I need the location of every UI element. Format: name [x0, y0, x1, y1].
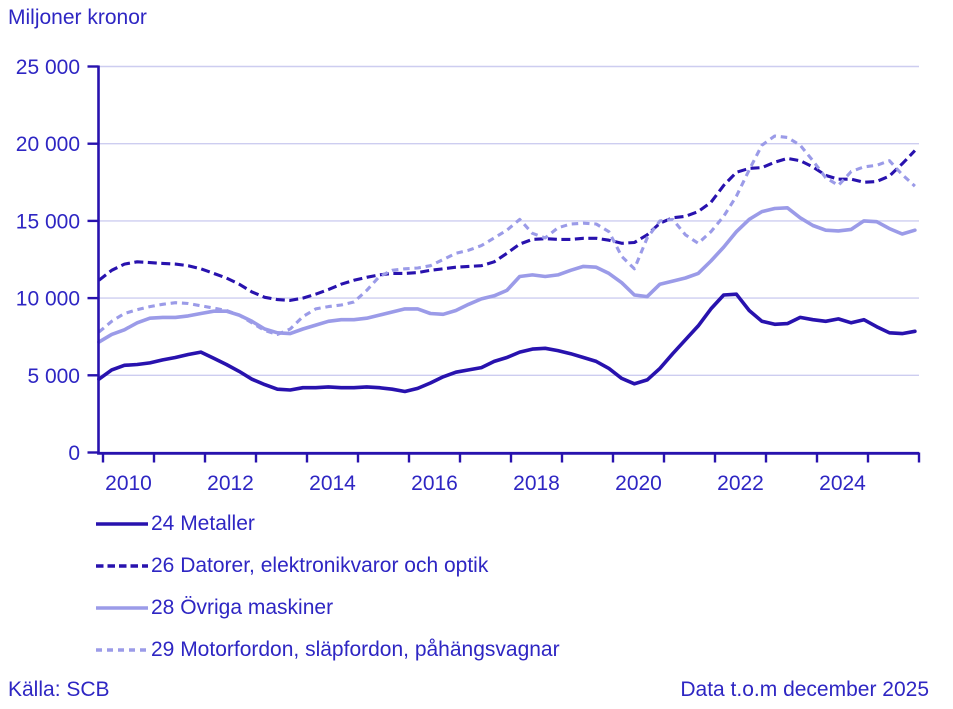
- legend-label: 29 Motorfordon, släpfordon, påhängsvagna…: [151, 638, 560, 661]
- legend-label: 26 Datorer, elektronikvaror och optik: [151, 554, 489, 577]
- y-tick-label: 20 000: [16, 133, 80, 156]
- x-tick-label-2014: 2014: [309, 472, 356, 495]
- legend-label: 24 Metaller: [151, 512, 255, 535]
- y-tick-label: 25 000: [16, 56, 80, 79]
- y-tick-label: 15 000: [16, 210, 80, 233]
- x-tick-label-2022: 2022: [717, 472, 764, 495]
- series-line-24: [97, 292, 917, 394]
- legend-item-28-ovriga-maskiner: 28 Övriga maskiner: [95, 587, 735, 629]
- series-24-line-sample: [96, 522, 148, 526]
- data-coverage-note: Data t.o.m december 2025: [680, 678, 929, 701]
- chart-legend: 24 Metaller 26 Datorer, elektronikvaror …: [95, 503, 735, 671]
- y-tick-label: 10 000: [16, 288, 80, 311]
- x-tick-label-2024: 2024: [819, 472, 866, 495]
- legend-item-26-datorer: 26 Datorer, elektronikvaror och optik: [95, 545, 735, 587]
- series-line-28: [97, 206, 917, 344]
- x-tick-label-2020: 2020: [615, 472, 662, 495]
- series-29-line-sample: [96, 648, 148, 652]
- series-28-line-sample: [96, 606, 148, 610]
- legend-label: 28 Övriga maskiner: [151, 596, 334, 619]
- y-tick-label: 0: [68, 442, 80, 465]
- x-tick-label-2016: 2016: [411, 472, 458, 495]
- source-note: Källa: SCB: [8, 678, 110, 701]
- x-tick-label-2018: 2018: [513, 472, 560, 495]
- legend-item-29-motorfordon: 29 Motorfordon, släpfordon, påhängsvagna…: [95, 629, 735, 671]
- x-tick-label-2010: 2010: [105, 472, 152, 495]
- chart-canvas: 0 5 000 10 000 15 000 20 000 25 000 2010 2012 20…: [16, 56, 921, 495]
- y-tick-label: 5 000: [27, 365, 80, 388]
- legend-item-24-metaller: 24 Metaller: [95, 503, 735, 545]
- x-tick-label-2012: 2012: [207, 472, 254, 495]
- chart-title: Miljoner kronor: [8, 6, 147, 29]
- series-line-26: [97, 149, 917, 302]
- series-26-line-sample: [96, 564, 148, 568]
- series-line-29: [97, 134, 916, 336]
